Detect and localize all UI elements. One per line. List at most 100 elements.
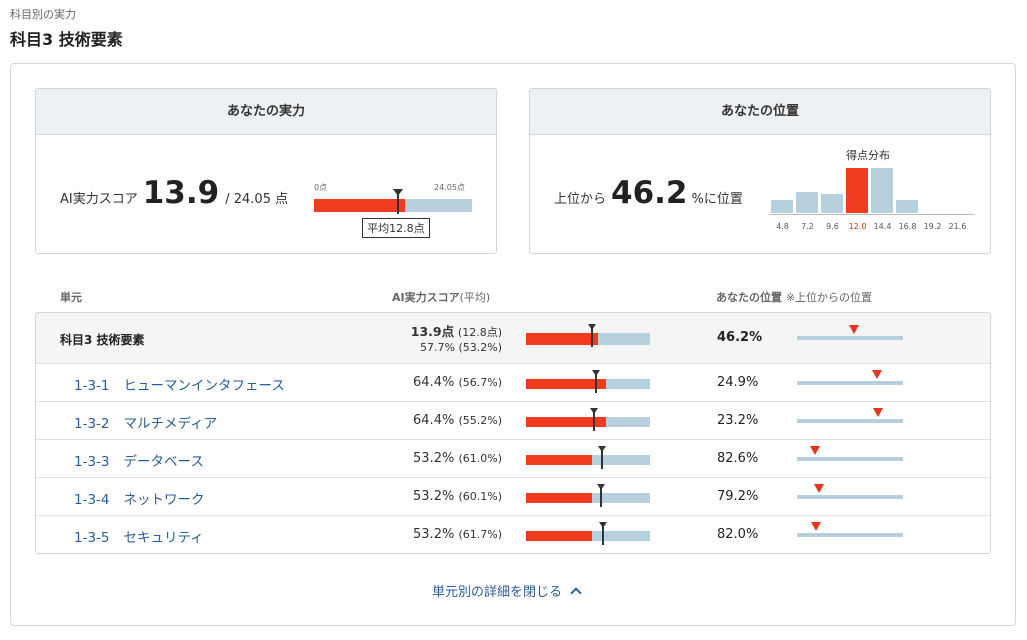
score-distribution-histogram: 得点分布 4.8 7.2 9.6 12.0 14.4 16.8 19.2 21.6 bbox=[770, 147, 975, 235]
histogram-tick-label: 14.4 bbox=[873, 222, 892, 231]
total-score-bar bbox=[526, 324, 650, 347]
total-score: 13.9点 bbox=[410, 324, 455, 339]
total-average-arrow-icon bbox=[587, 324, 596, 330]
unit-percent-avg: (61.7%) bbox=[458, 528, 502, 541]
histogram-tick-label: 16.8 bbox=[898, 222, 917, 231]
average-marker bbox=[397, 191, 400, 214]
table-row: 1-3-1 ヒューマンインタフェース 64.4% (56.7%) 24.9% bbox=[36, 364, 990, 402]
position-panel: あなたの位置 上位から 46.2 %に位置 得点分布 4.8 7.2 9.6 12.0… bbox=[529, 88, 991, 254]
chevron-up-icon bbox=[570, 586, 582, 599]
unit-average-arrow-icon bbox=[598, 522, 607, 528]
breadcrumb: 科目別の実力 bbox=[10, 8, 76, 21]
unit-rank: 82.0% bbox=[717, 527, 759, 542]
unit-percent-avg: (55.2%) bbox=[458, 414, 502, 427]
column-header-score: AI実力スコア(平均) bbox=[392, 289, 490, 305]
unit-percent: 64.4% bbox=[413, 375, 455, 390]
histogram-bar bbox=[795, 191, 819, 214]
histogram-bar bbox=[870, 167, 894, 214]
histogram-baseline bbox=[770, 214, 975, 215]
gauge-axis-max: 24.05点 bbox=[434, 183, 465, 192]
position-suffix: %に位置 bbox=[691, 192, 743, 207]
histogram-bar bbox=[895, 199, 919, 214]
total-percent: 57.7% bbox=[420, 341, 455, 354]
unit-name: セキュリティ bbox=[123, 530, 204, 546]
unit-percent: 64.4% bbox=[413, 413, 455, 428]
unit-score-bar-fill bbox=[526, 455, 592, 465]
position-percent: 46.2 bbox=[611, 175, 688, 211]
total-score-avg: (12.8点) bbox=[457, 326, 502, 339]
unit-rank-marker-icon bbox=[814, 484, 825, 493]
unit-code: 1-3-5 bbox=[74, 530, 110, 546]
unit-percent-avg: (60.1%) bbox=[458, 490, 502, 503]
unit-score-bar bbox=[526, 522, 650, 545]
unit-link[interactable]: 1-3-4 ネットワーク bbox=[74, 488, 205, 508]
unit-rank: 79.2% bbox=[717, 489, 759, 504]
column-header-rank-sub: ※上位からの位置 bbox=[785, 291, 873, 304]
ability-gauge-fill bbox=[314, 199, 406, 212]
unit-score-bar-fill bbox=[526, 531, 592, 541]
histogram-tick-label: 7.2 bbox=[801, 222, 814, 231]
unit-average-marker bbox=[600, 447, 603, 469]
unit-rank: 23.2% bbox=[717, 413, 759, 428]
average-marker-arrow-icon bbox=[393, 189, 404, 196]
table-row: 1-3-3 データベース 53.2% (61.0%) 82.6% bbox=[36, 440, 990, 478]
unit-rank-marker-icon bbox=[871, 370, 882, 379]
ability-panel-title: あなたの実力 bbox=[36, 89, 496, 135]
unit-name: ヒューマンインタフェース bbox=[123, 378, 285, 394]
histogram-bar bbox=[820, 193, 844, 214]
unit-code: 1-3-2 bbox=[74, 416, 110, 432]
histogram-title: 得点分布 bbox=[846, 149, 890, 162]
unit-link[interactable]: 1-3-5 セキュリティ bbox=[74, 526, 204, 546]
column-header-score-label: AI実力スコア bbox=[392, 291, 460, 304]
ai-score-summary: AI実力スコア 13.9 / 24.05 点 bbox=[60, 175, 288, 211]
total-score-bar-fill bbox=[526, 333, 598, 345]
unit-percent: 53.2% bbox=[413, 451, 455, 466]
unit-percent: 53.2% bbox=[413, 489, 455, 504]
unit-average-marker bbox=[601, 523, 604, 545]
unit-code: 1-3-1 bbox=[74, 378, 110, 394]
unit-code: 1-3-3 bbox=[74, 454, 110, 470]
unit-average-marker bbox=[595, 371, 598, 393]
total-percent-line: 57.7% (53.2%) bbox=[36, 341, 502, 354]
unit-score: 64.4% (56.7%) bbox=[36, 375, 502, 390]
column-header-rank: あなたの位置 ※上位からの位置 bbox=[716, 289, 872, 305]
unit-link[interactable]: 1-3-1 ヒューマンインタフェース bbox=[74, 374, 285, 394]
position-panel-title: あなたの位置 bbox=[530, 89, 990, 135]
ai-score-label: AI実力スコア bbox=[60, 192, 138, 207]
unit-rank-line bbox=[797, 446, 903, 461]
unit-rank: 82.6% bbox=[717, 451, 759, 466]
total-average-marker bbox=[590, 325, 593, 347]
unit-rank-line bbox=[797, 522, 903, 537]
unit-average-arrow-icon bbox=[592, 370, 601, 376]
column-header-score-sub: (平均) bbox=[459, 291, 491, 304]
average-label: 平均12.8点 bbox=[362, 218, 430, 238]
close-unit-details-label: 単元別の詳細を閉じる bbox=[432, 585, 563, 600]
histogram-bar bbox=[770, 198, 794, 214]
unit-link[interactable]: 1-3-2 マルチメディア bbox=[74, 412, 217, 432]
unit-percent: 53.2% bbox=[413, 527, 455, 542]
unit-rank-line bbox=[797, 484, 903, 499]
ai-score-max: / 24.05 点 bbox=[225, 192, 289, 207]
unit-rank-line bbox=[797, 408, 903, 423]
unit-score-bar bbox=[526, 484, 650, 507]
total-percent-avg: (53.2%) bbox=[458, 341, 502, 354]
unit-score: 53.2% (61.0%) bbox=[36, 451, 502, 466]
unit-name: マルチメディア bbox=[123, 416, 218, 432]
histogram-tick-label: 4.8 bbox=[776, 222, 789, 231]
total-rank: 46.2% bbox=[717, 330, 763, 345]
unit-percent-avg: (56.7%) bbox=[458, 376, 502, 389]
ability-gauge bbox=[314, 189, 472, 214]
column-header-rank-label: あなたの位置 bbox=[716, 291, 782, 304]
unit-average-arrow-icon bbox=[596, 484, 605, 490]
total-rank-line bbox=[797, 325, 903, 340]
unit-table: 科目3 技術要素 13.9点 (12.8点) 57.7% (53.2%) 46.… bbox=[35, 312, 991, 554]
histogram-bar bbox=[845, 167, 869, 214]
table-row-total: 科目3 技術要素 13.9点 (12.8点) 57.7% (53.2%) 46.… bbox=[36, 313, 990, 364]
unit-score-bar bbox=[526, 408, 650, 431]
histogram-tick-label: 19.2 bbox=[923, 222, 942, 231]
unit-score: 53.2% (60.1%) bbox=[36, 489, 502, 504]
unit-rank-marker-icon bbox=[811, 522, 822, 531]
close-unit-details-button[interactable]: 単元別の詳細を閉じる bbox=[432, 581, 582, 600]
unit-link[interactable]: 1-3-3 データベース bbox=[74, 450, 204, 470]
unit-score-bar-fill bbox=[526, 379, 606, 389]
